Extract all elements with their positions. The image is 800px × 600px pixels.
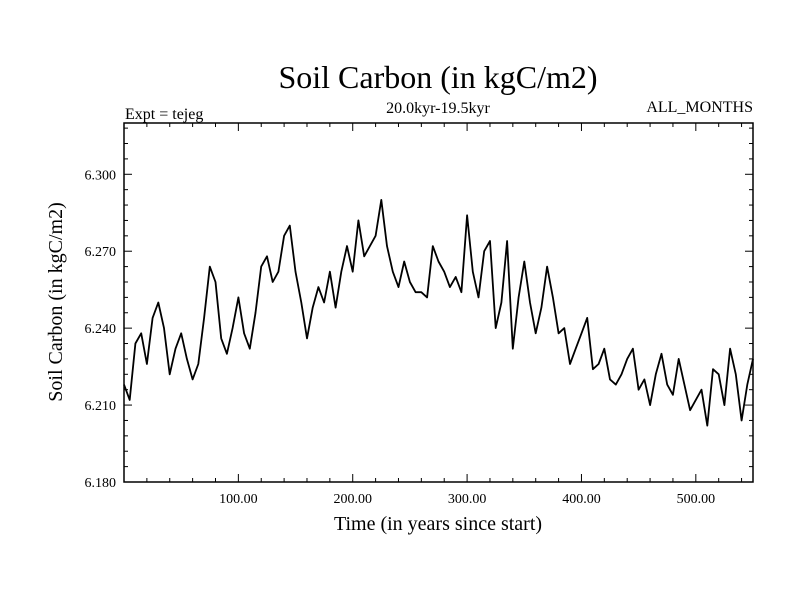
plot-frame <box>123 122 754 483</box>
x-tick-label: 200.00 <box>333 492 372 507</box>
tick-labels-layer: 100.00 200.00 300.00 400.00 500.00 6.180 6.210… <box>85 168 716 507</box>
y-tick-label: 6.300 <box>85 168 117 183</box>
experiment-label: Expt = tejeg <box>125 106 203 123</box>
x-tick-label: 400.00 <box>562 492 601 507</box>
y-tick-label: 6.180 <box>85 476 117 491</box>
x-tick-label: 500.00 <box>677 492 716 507</box>
y-axis-label: Soil Carbon (in kgC/m2) <box>45 202 67 401</box>
x-axis-label: Time (in years since start) <box>334 513 542 535</box>
chart-title: Soil Carbon (in kgC/m2) <box>278 59 597 95</box>
months-label: ALL_MONTHS <box>646 99 753 116</box>
y-tick-label: 6.270 <box>85 245 117 260</box>
x-tick-label: 100.00 <box>219 492 258 507</box>
chart-subtitle: 20.0kyr-19.5kyr <box>386 100 490 117</box>
y-tick-label: 6.210 <box>85 399 117 414</box>
x-tick-label: 300.00 <box>448 492 487 507</box>
y-tick-label: 6.240 <box>85 322 117 337</box>
series-line <box>123 199 754 427</box>
